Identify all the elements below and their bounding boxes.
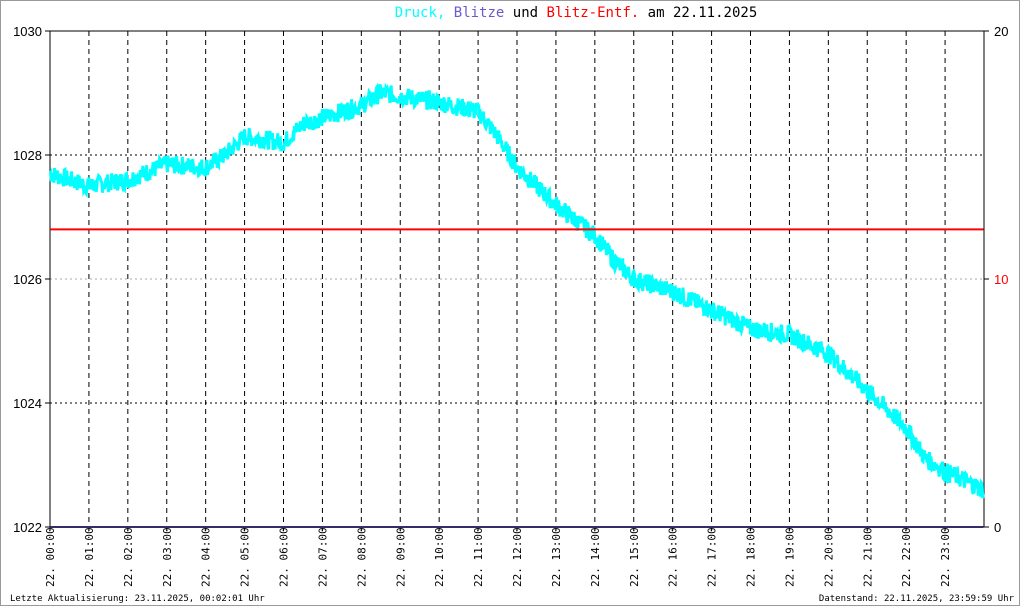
chart-title: Druck, Blitze und Blitz-Entf. am 22.11.2…	[1, 5, 1019, 21]
x-tick-label: 22. 14:00	[589, 527, 602, 587]
x-tick-label: 22. 15:00	[628, 527, 641, 587]
title-druck: Druck,	[394, 5, 446, 21]
y-left-tick-label: 1024	[13, 396, 42, 411]
x-tick-label: 22. 13:00	[550, 527, 563, 587]
x-tick-label: 22. 20:00	[822, 527, 835, 587]
x-tick-label: 22. 23:00	[939, 527, 952, 587]
title-und: und	[512, 5, 539, 21]
x-tick-label: 22. 21:00	[861, 527, 874, 587]
y-right-tick-label: 20	[994, 24, 1008, 39]
x-tick-label: 22. 02:00	[122, 527, 135, 587]
y-right-tick-label: 0	[994, 520, 1001, 535]
title-blitz-entf: Blitz-Entf.	[546, 5, 640, 21]
title-date: am 22.11.2025	[647, 5, 758, 21]
y-right-tick-label: 10	[994, 272, 1008, 287]
footer-last-update: Letzte Aktualisierung: 23.11.2025, 00:02…	[10, 594, 265, 604]
x-tick-label: 22. 19:00	[783, 527, 796, 587]
x-tick-label: 22. 17:00	[706, 527, 719, 587]
x-tick-label: 22. 16:00	[667, 527, 680, 587]
y-left-tick-label: 1028	[13, 148, 42, 163]
x-tick-label: 22. 11:00	[472, 527, 485, 587]
y-left-tick-label: 1026	[13, 272, 42, 287]
x-tick-label: 22. 01:00	[83, 527, 96, 587]
x-tick-label: 22. 06:00	[278, 527, 291, 587]
x-tick-label: 22. 07:00	[316, 527, 329, 587]
x-tick-label: 22. 10:00	[433, 527, 446, 587]
series-druck-line	[48, 82, 985, 499]
footer-data-state: Datenstand: 22.11.2025, 23:59:59 Uhr	[818, 594, 1014, 604]
x-tick-label: 22. 00:00	[44, 527, 57, 587]
x-tick-label: 22. 22:00	[900, 527, 913, 587]
y-left-tick-label: 1030	[13, 24, 42, 39]
y-left-tick-label: 1022	[13, 520, 42, 535]
x-tick-label: 22. 05:00	[239, 527, 252, 587]
x-tick-label: 22. 04:00	[200, 527, 213, 587]
x-tick-label: 22. 09:00	[394, 527, 407, 587]
x-tick-label: 22. 18:00	[745, 527, 758, 587]
x-tick-label: 22. 12:00	[511, 527, 524, 587]
x-tick-label: 22. 03:00	[161, 527, 174, 587]
title-blitze: Blitze	[453, 5, 505, 21]
x-tick-label: 22. 08:00	[355, 527, 368, 587]
